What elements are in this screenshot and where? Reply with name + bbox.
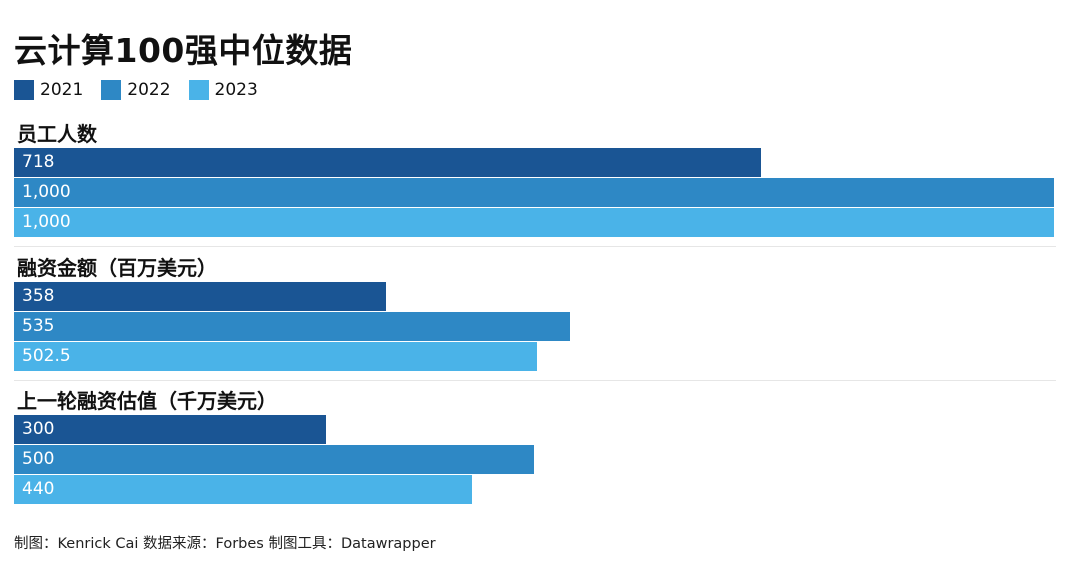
bar-value-label: 1,000 (22, 182, 71, 202)
panel-divider (14, 380, 1056, 381)
bar-value-label: 718 (22, 152, 55, 172)
bar-2022: 500 (14, 445, 534, 474)
bar-2021: 300 (14, 415, 326, 444)
legend-swatch-2021 (14, 80, 34, 100)
chart-legend: 2021 2022 2023 (14, 77, 276, 103)
legend-item-2023: 2023 (188, 80, 258, 100)
legend-item-2021: 2021 (14, 80, 83, 100)
legend-label-2021: 2021 (40, 80, 84, 100)
bar-2021: 358 (14, 282, 386, 311)
legend-swatch-2023 (188, 80, 209, 100)
legend-label-2023: 2023 (214, 80, 258, 100)
chart-footer: 制图：Kenrick Cai 数据来源：Forbes 制图工具：Datawrap… (14, 536, 436, 552)
bar-2022: 535 (14, 312, 570, 341)
bar-value-label: 500 (22, 449, 55, 469)
legend-label-2022: 2022 (127, 80, 171, 100)
chart-title: 云计算100强中位数据 (14, 31, 353, 70)
bar-value-label: 358 (22, 286, 55, 306)
panel-title: 上一轮融资估值（千万美元） (17, 389, 277, 413)
bar-value-label: 535 (22, 316, 55, 336)
bar-2023: 502.5 (14, 342, 537, 371)
bar-value-label: 300 (22, 419, 55, 439)
bar-value-label: 440 (22, 479, 55, 499)
bar-2022: 1,000 (14, 178, 1054, 207)
bar-2023: 440 (14, 475, 472, 504)
panel-title: 融资金额（百万美元） (17, 256, 217, 280)
bar-2021: 718 (14, 148, 761, 177)
panel-title: 员工人数 (17, 122, 97, 146)
panel-divider (14, 246, 1056, 247)
legend-swatch-2022 (101, 80, 122, 100)
bar-value-label: 1,000 (22, 212, 71, 232)
bar-value-label: 502.5 (22, 346, 71, 366)
legend-item-2022: 2022 (101, 80, 171, 100)
bar-2023: 1,000 (14, 208, 1054, 237)
